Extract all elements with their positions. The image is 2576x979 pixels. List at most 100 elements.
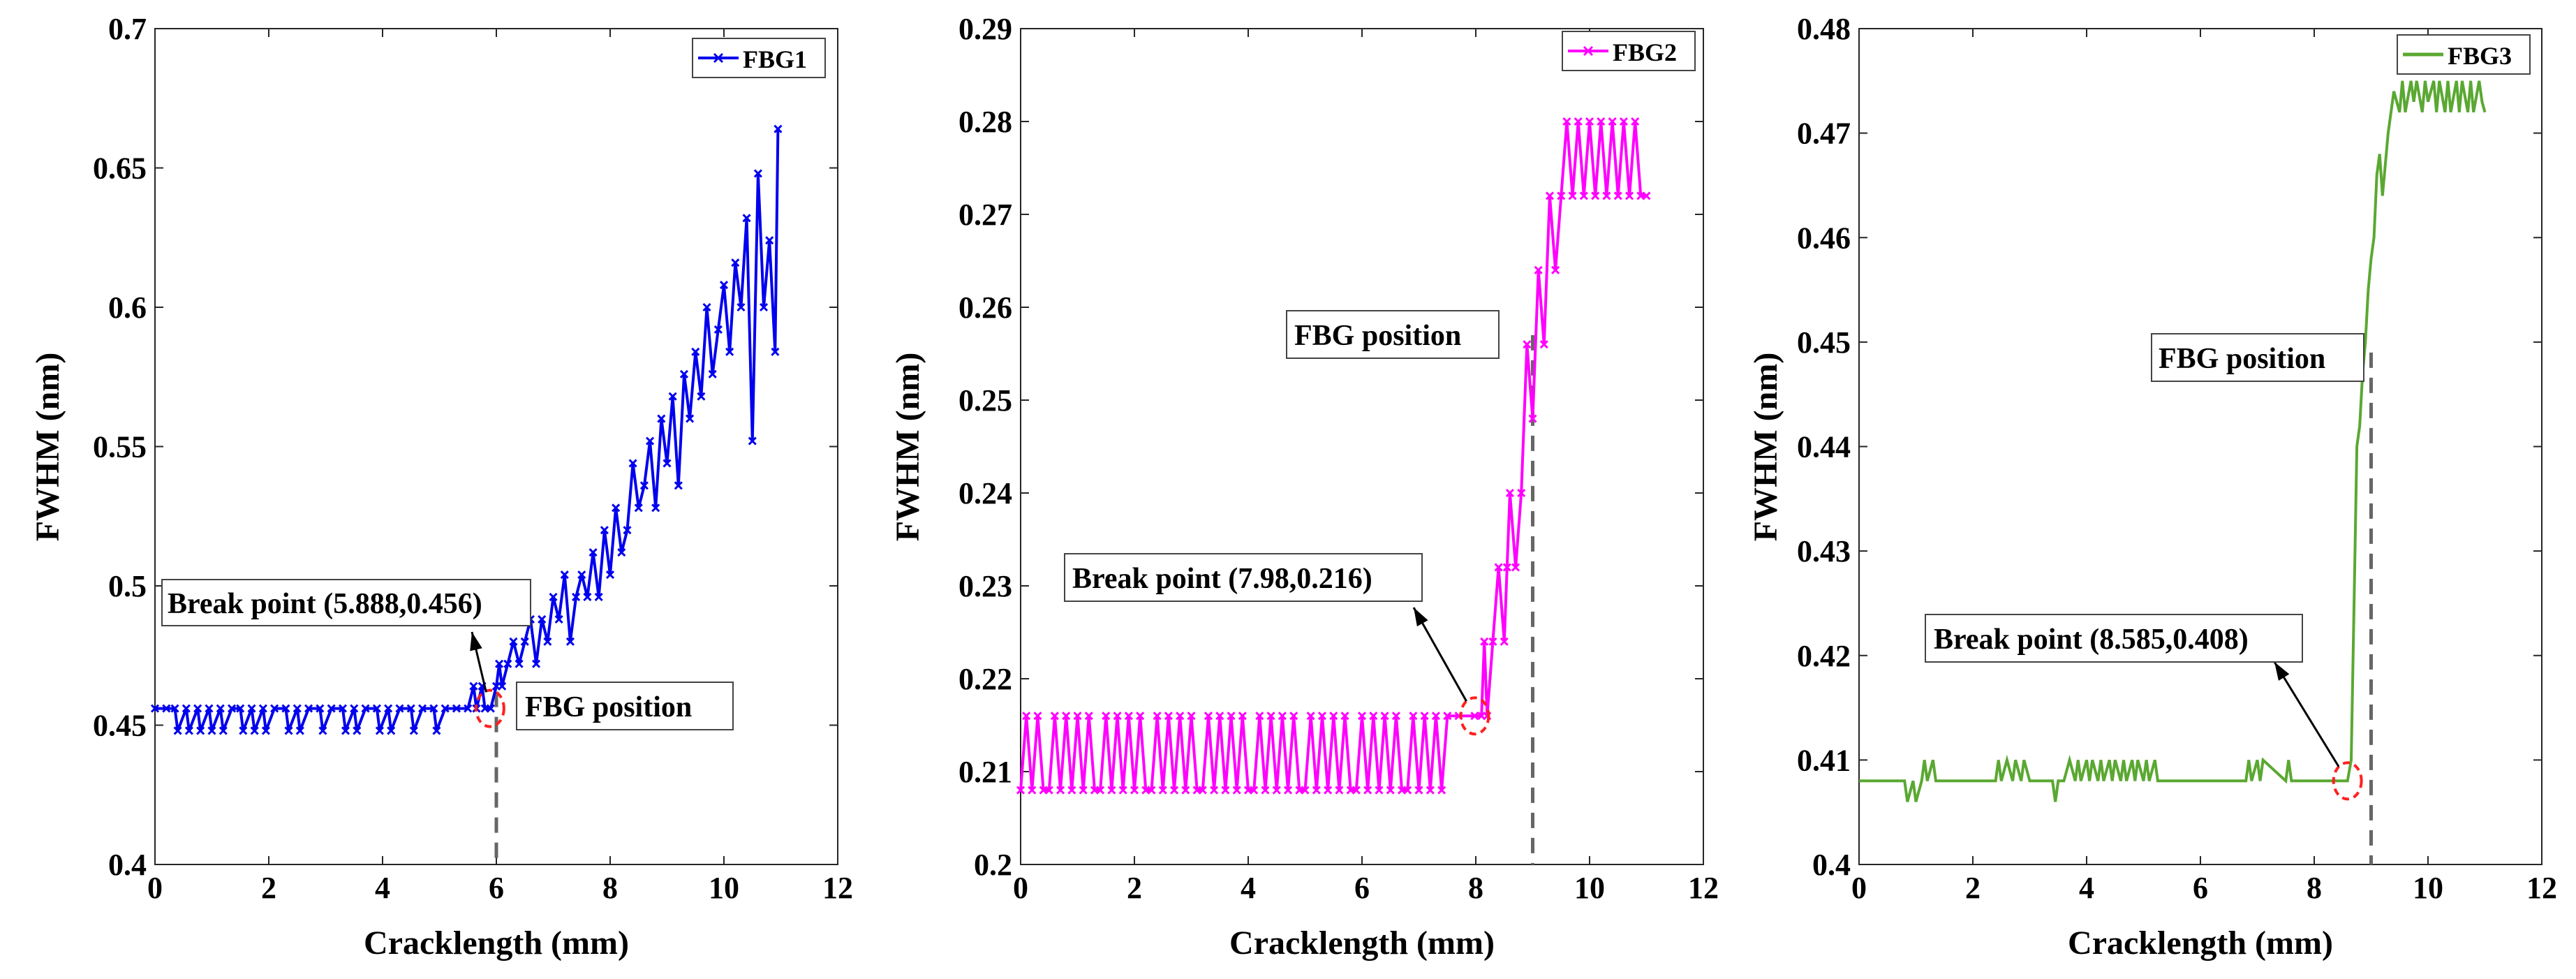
data-point-marker [543, 637, 552, 646]
annotation-box [1925, 614, 2303, 663]
data-point-marker [1375, 786, 1384, 795]
data-point-marker [1232, 786, 1241, 795]
data-point-marker [469, 682, 478, 691]
data-point-marker [1221, 786, 1230, 795]
data-point-marker [1050, 712, 1059, 721]
break-point-circle [2332, 761, 2363, 801]
data-point-marker [577, 570, 586, 580]
chart-panel-fbg1: 0 2 4 6 8 10 12 0.4 0.45 0.5 0.55 0.6 0.65 0.7 Break … [29, 12, 853, 962]
x-axis-label: Cracklength (mm) [1229, 925, 1495, 962]
y-tick-label: 0.45 [93, 709, 147, 743]
data-point-marker [361, 704, 370, 713]
data-point-marker [1118, 786, 1127, 795]
data-point-marker [1113, 712, 1122, 721]
data-point-marker [247, 704, 256, 713]
data-point-marker [1147, 786, 1156, 795]
data-point-marker [498, 682, 507, 691]
data-point-marker [503, 659, 512, 668]
y-axis-label: FWHM (nm) [1747, 353, 1784, 542]
data-point-marker [1084, 712, 1093, 721]
data-point-marker [691, 347, 700, 356]
annotation-box [1064, 553, 1423, 602]
x-tick-label: 0 [147, 871, 163, 905]
data-point-marker [1181, 786, 1190, 795]
data-point-marker [765, 236, 774, 245]
data-point-marker [771, 347, 780, 356]
data-point-marker [1642, 191, 1651, 200]
data-point-marker [1283, 786, 1293, 795]
data-point-marker [538, 614, 547, 624]
data-point-marker [406, 704, 415, 713]
y-tick-label: 0.43 [1797, 534, 1851, 568]
y-axis-label: FWHM (nm) [889, 353, 926, 542]
data-point-marker [293, 704, 302, 713]
data-point-marker [281, 704, 290, 713]
y-tick-label: 0.24 [958, 476, 1012, 510]
x-tick-label: 10 [709, 871, 739, 905]
x-tick-label: 2 [1965, 871, 1981, 905]
break-point-annotation: Break point (7.98,0.216) [1064, 553, 1423, 602]
data-point-marker [1523, 340, 1532, 349]
data-point-marker [205, 704, 214, 713]
annotation-text: Break point (8.585,0.408) [1934, 624, 2249, 656]
data-point-marker [1210, 786, 1219, 795]
data-point-marker [1574, 117, 1583, 126]
data-point-marker [605, 570, 615, 580]
data-point-marker [1289, 712, 1298, 721]
data-point-marker [1016, 786, 1026, 795]
y-tick-label: 0.4 [108, 848, 147, 882]
x-tick-label: 8 [1468, 871, 1483, 905]
x-tick-label: 2 [261, 871, 276, 905]
data-point-marker [1517, 488, 1526, 498]
data-point-marker [1597, 117, 1606, 126]
data-point-marker [1539, 340, 1548, 349]
x-tick-label: 4 [1241, 871, 1256, 905]
plot-area [154, 28, 838, 865]
data-point-marker [250, 726, 259, 735]
data-point-marker [1437, 786, 1446, 795]
data-point-marker [1363, 786, 1372, 795]
x-tick-label: 8 [602, 871, 618, 905]
data-point-marker [1266, 712, 1275, 721]
data-point-marker [1102, 712, 1111, 721]
data-point-marker [509, 637, 518, 646]
data-point-marker [1261, 786, 1270, 795]
y-tick-label: 0.22 [958, 662, 1012, 696]
data-point-marker [686, 414, 695, 423]
y-tick-label: 0.26 [958, 290, 1012, 325]
data-point-marker [395, 704, 404, 713]
data-point-marker [1403, 786, 1412, 795]
data-point-marker [464, 704, 473, 713]
data-point-marker [628, 459, 637, 468]
y-tick-label: 0.44 [1797, 430, 1851, 464]
chart-panel-fbg2: 0 2 4 6 8 10 12 0.2 0.21 0.22 0.23 0.24 0.25 0.26 0.27… [889, 12, 1719, 962]
data-point-marker [429, 704, 438, 713]
annotation-text: FBG position [2159, 343, 2325, 375]
data-point-marker [1187, 712, 1196, 721]
x-axis-label: Cracklength (mm) [2068, 925, 2333, 962]
x-tick-label: 2 [1127, 871, 1142, 905]
y-tick-label: 0.2 [974, 848, 1012, 882]
data-point-marker [295, 726, 304, 735]
data-point-marker [1250, 786, 1259, 795]
annotation-box [161, 579, 531, 626]
data-point-marker [702, 302, 711, 312]
data-point-marker [748, 436, 757, 446]
data-point-marker [196, 726, 205, 735]
data-point-marker [634, 503, 643, 513]
data-point-marker [1329, 712, 1338, 721]
data-point-marker [1215, 712, 1224, 721]
y-axis-label: FWHM (nm) [29, 353, 66, 542]
data-point-marker [594, 592, 603, 602]
data-point-marker [1227, 712, 1236, 721]
data-point-marker [1579, 191, 1588, 200]
data-point-marker [623, 526, 632, 535]
y-tick-label: 0.7 [108, 12, 147, 46]
data-point-marker [1324, 786, 1333, 795]
data-point-marker [341, 726, 350, 735]
data-point-marker [258, 704, 267, 713]
data-point-marker [674, 481, 683, 490]
data-point-marker [1426, 786, 1435, 795]
data-point-marker [713, 325, 723, 334]
data-point-marker [1631, 117, 1640, 126]
